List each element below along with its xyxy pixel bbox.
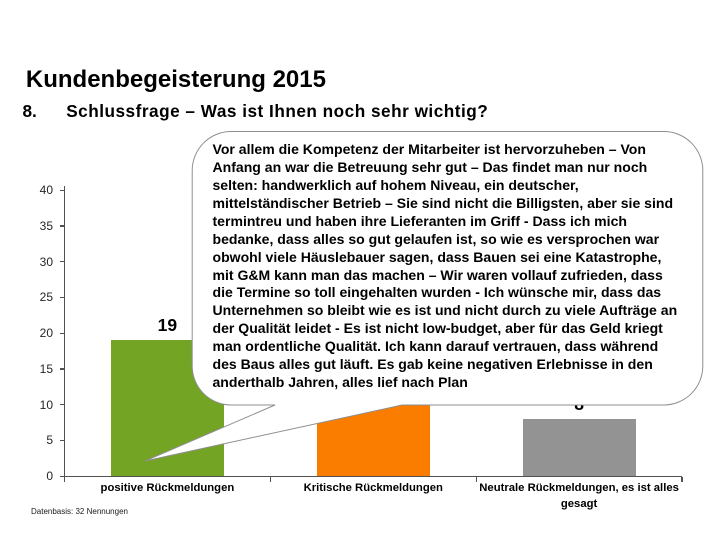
- x-tick: [269, 477, 272, 482]
- footnote: Datenbasis: 32 Nennungen: [31, 507, 128, 517]
- y-axis-label: 15: [39, 361, 53, 376]
- speech-bubble-line: termintreu und haben ihre Lieferanten im…: [212, 212, 627, 229]
- speech-bubble-line: mittelständischer Betrieb – Sie sind nic…: [212, 194, 674, 211]
- slide-title: Kundenbegeisterung 2015: [25, 65, 326, 93]
- x-tick: [475, 477, 477, 482]
- speech-bubble-shape: [144, 131, 704, 462]
- speech-bubble-line: Unternehmen so bleibt wie es ist und nic…: [212, 302, 678, 319]
- speech-bubble-line: Vor allem die Kompetenz der Mitarbeiter …: [212, 141, 646, 158]
- category-label: Neutrale Rückmeldungen, es ist alles ges…: [479, 482, 679, 510]
- y-axis-line: [63, 185, 66, 480]
- speech-bubble-line: die Termine so toll eingehalten wurden -…: [212, 284, 662, 301]
- x-tick: [681, 477, 683, 482]
- y-tick: [60, 404, 65, 406]
- y-tick: [60, 332, 65, 334]
- x-tick: [63, 477, 66, 482]
- speech-bubble-line: selten: handwerklich auf hohem Niveau, e…: [212, 177, 579, 193]
- y-axis-label: 20: [39, 326, 53, 341]
- y-axis-label: 10: [39, 397, 53, 412]
- data-label: 19: [157, 315, 178, 336]
- y-tick: [60, 225, 65, 227]
- y-tick: [60, 261, 65, 263]
- speech-bubble-line: Anfang an war die Betreuung sehr gut – D…: [212, 159, 648, 176]
- y-tick: [60, 296, 65, 299]
- speech-bubble-line: man ordentliche Qualität. Ich kann darau…: [212, 338, 659, 355]
- speech-bubble-line: bedanke, dass alles so gut gelaufen ist,…: [212, 230, 660, 247]
- y-axis-label: 0: [46, 469, 53, 484]
- y-axis-label: 35: [39, 218, 53, 233]
- y-tick: [60, 189, 65, 191]
- bar-3: [522, 419, 636, 477]
- heading-number: 8.: [22, 101, 37, 122]
- heading-text: Schlussfrage – Was ist Ihnen noch sehr w…: [66, 101, 489, 122]
- y-tick: [60, 368, 65, 370]
- x-axis-line: [63, 475, 683, 477]
- y-axis-label: 40: [39, 183, 53, 198]
- speech-bubble-line: anderthalb Jahren, alles lief nach Plan: [212, 373, 468, 390]
- speech-bubble-text: Vor allem die Kompetenz der Mitarbeiter …: [213, 141, 693, 392]
- speech-bubble-line: obwohl viele Häuslebauer sagen, dass Bau…: [212, 248, 662, 265]
- speech-bubble-line: mit G&M kann man das machen – Wir waren …: [212, 266, 663, 283]
- speech-bubble-line: der Qualität leidet - Es ist nicht low-b…: [212, 320, 663, 337]
- y-tick: [60, 439, 65, 442]
- category-label: Kritische Rückmeldungen: [303, 482, 443, 495]
- y-axis-label: 5: [46, 433, 53, 448]
- speech-bubble-line: des Baus alles gut läuft. Es gab keine n…: [212, 356, 653, 373]
- y-axis-label: 25: [39, 290, 53, 305]
- category-label: positive Rückmeldungen: [100, 482, 235, 495]
- y-axis-label: 30: [39, 254, 53, 269]
- y-tick: [60, 475, 65, 477]
